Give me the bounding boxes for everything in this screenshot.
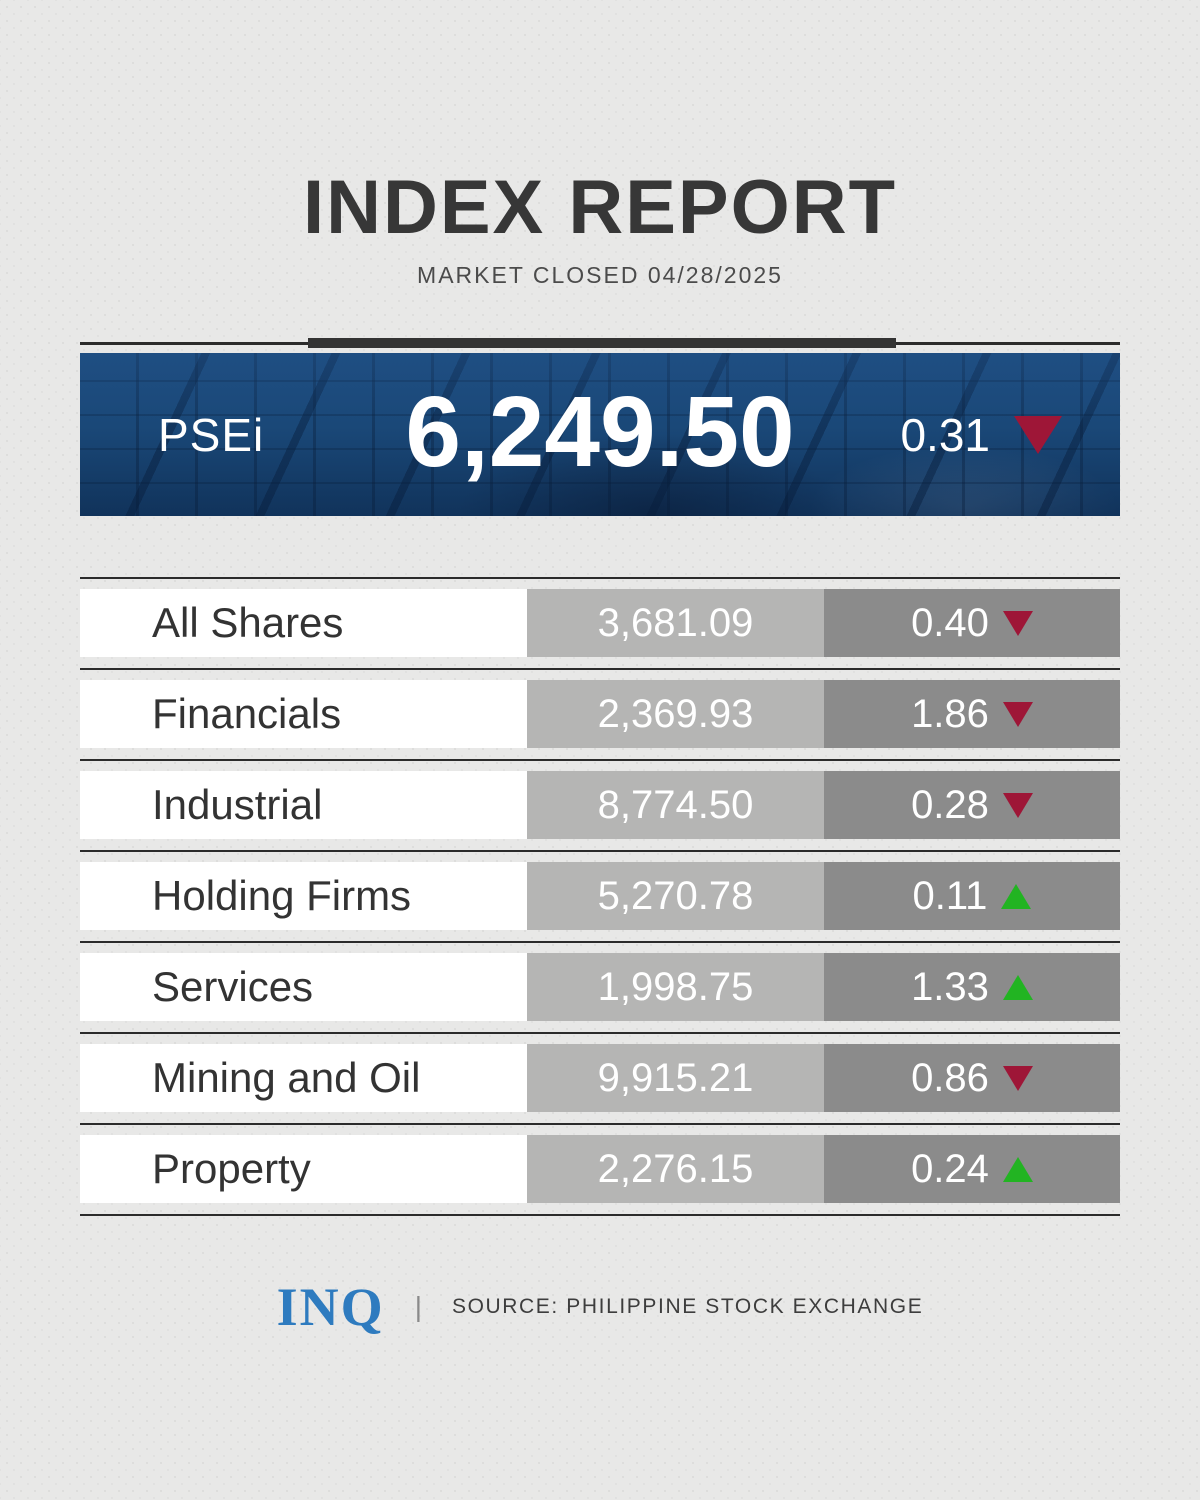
- change-value: 0.28: [911, 782, 989, 827]
- inquirer-logo: INQ: [276, 1277, 385, 1337]
- change-direction-icon: [1002, 792, 1033, 818]
- change-direction-icon: [1014, 415, 1062, 454]
- change-value: 0.11: [912, 873, 988, 918]
- index-change-cell: 0.40: [824, 589, 1120, 657]
- index-change-cell: 0.24: [824, 1135, 1120, 1203]
- page-title: INDEX REPORT: [302, 165, 898, 250]
- table-rule: [80, 1032, 1120, 1034]
- table-row: Holding Firms 5,270.78 0.11: [80, 862, 1120, 930]
- index-change-cell: 0.11: [824, 862, 1120, 930]
- table-rule: [80, 668, 1120, 670]
- index-name-cell: Financials: [80, 680, 527, 748]
- table-rule: [80, 1214, 1120, 1216]
- index-name-cell: All Shares: [80, 589, 527, 657]
- index-name-cell: Industrial: [80, 771, 527, 839]
- change-value: 1.86: [911, 691, 989, 736]
- footer: INQ | SOURCE: PHILIPPINE STOCK EXCHANGE: [0, 1280, 1200, 1334]
- psei-change-value: 0.31: [900, 408, 990, 461]
- change-direction-icon: [1002, 701, 1033, 727]
- index-value-cell: 1,998.75: [527, 953, 824, 1021]
- psei-label: PSEi: [158, 408, 265, 461]
- table-rule: [80, 577, 1120, 579]
- change-value: 0.86: [911, 1055, 989, 1100]
- change-value: 0.40: [911, 600, 989, 645]
- table-row: Property 2,276.15 0.24: [80, 1135, 1120, 1203]
- index-value-cell: 5,270.78: [527, 862, 824, 930]
- psei-banner: PSEi 6,249.50 0.31: [80, 353, 1120, 516]
- table-rule: [80, 850, 1120, 852]
- index-table: All Shares 3,681.09 0.40 Financials 2,36…: [80, 577, 1120, 1216]
- source-attribution: SOURCE: PHILIPPINE STOCK EXCHANGE: [451, 1295, 924, 1318]
- table-row: All Shares 3,681.09 0.40: [80, 589, 1120, 657]
- table-rule: [80, 759, 1120, 761]
- index-name-cell: Holding Firms: [80, 862, 527, 930]
- table-row: Services 1,998.75 1.33: [80, 953, 1120, 1021]
- divider-thick-bar: [308, 338, 896, 348]
- index-value-cell: 3,681.09: [527, 589, 824, 657]
- index-change-cell: 0.86: [824, 1044, 1120, 1112]
- change-value: 0.24: [911, 1146, 989, 1191]
- index-change-cell: 0.28: [824, 771, 1120, 839]
- table-row: Mining and Oil 9,915.21 0.86: [80, 1044, 1120, 1112]
- index-value-cell: 9,915.21: [527, 1044, 824, 1112]
- footer-divider: |: [414, 1291, 422, 1322]
- change-direction-icon: [1002, 1065, 1033, 1091]
- table-rule: [80, 941, 1120, 943]
- page-subtitle: MARKET CLOSED 04/28/2025: [417, 262, 783, 288]
- index-change-cell: 1.33: [824, 953, 1120, 1021]
- index-value-cell: 2,276.15: [527, 1135, 824, 1203]
- index-change-cell: 1.86: [824, 680, 1120, 748]
- change-direction-icon: [1002, 974, 1033, 1000]
- change-direction-icon: [1002, 1156, 1033, 1182]
- change-direction-icon: [1001, 883, 1032, 909]
- index-value-cell: 2,369.93: [527, 680, 824, 748]
- psei-value: 6,249.50: [405, 375, 795, 488]
- change-value: 1.33: [911, 964, 989, 1009]
- change-direction-icon: [1002, 610, 1033, 636]
- table-row: Industrial 8,774.50 0.28: [80, 771, 1120, 839]
- psei-change: 0.31: [900, 408, 1062, 462]
- table-rule: [80, 1123, 1120, 1125]
- table-row: Financials 2,369.93 1.86: [80, 680, 1120, 748]
- index-name-cell: Property: [80, 1135, 527, 1203]
- index-name-cell: Mining and Oil: [80, 1044, 527, 1112]
- index-value-cell: 8,774.50: [527, 771, 824, 839]
- index-name-cell: Services: [80, 953, 527, 1021]
